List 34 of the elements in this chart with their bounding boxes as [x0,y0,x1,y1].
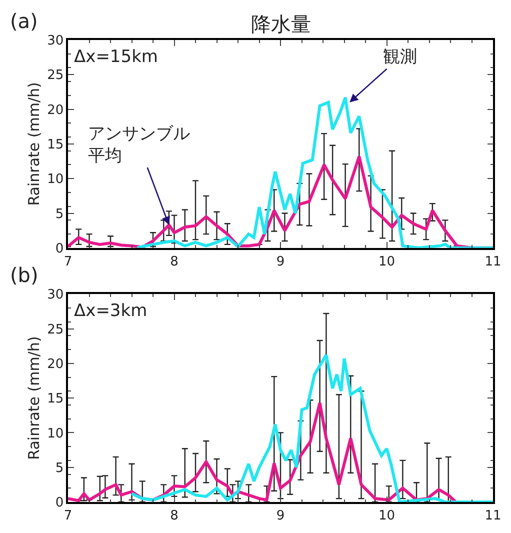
text: (b) [10,263,38,287]
x-tick-label: 7 [64,254,72,270]
x-tick-label: 9 [276,254,285,270]
x-tick-label: 10 [378,508,396,524]
annotation: Δx=3km [74,301,148,321]
x-tick-label: 11 [484,254,502,270]
y-tick-label: 15 [47,392,64,407]
annotation: 観測 [383,47,417,67]
y-tick-label: 20 [47,102,64,118]
x-tick-label: 9 [276,508,285,524]
y-tick-label: 25 [47,322,64,338]
line-series [130,354,493,502]
x-tick-label: 8 [170,508,178,524]
y-tick-label: 5 [55,460,64,476]
y-tick-label: 25 [47,68,64,84]
text: (a) [10,9,38,33]
y-tick-label: 0 [55,496,64,511]
y-axis-title: Rainrate (mm/h) [24,82,43,206]
x-tick-label: 11 [484,508,502,524]
y-tick-label: 15 [47,138,64,152]
x-tick-label: 7 [64,508,72,524]
y-tick-label: 5 [55,206,64,222]
annotation: アンサンブル平均 [88,124,190,166]
x-tick-label: 10 [378,254,396,270]
y-tick-label: 0 [55,241,64,256]
y-tick-label: 10 [47,426,64,442]
annotation: Δx=15km [74,47,158,67]
y-tick-label: 30 [47,288,64,303]
y-tick-label: 20 [47,356,64,372]
y-tick-label: 10 [47,172,64,188]
y-tick-label: 30 [47,34,64,49]
x-tick-label: 8 [170,254,178,270]
y-axis-title: Rainrate (mm/h) [24,336,43,460]
chart-title: 降水量 [251,12,311,36]
